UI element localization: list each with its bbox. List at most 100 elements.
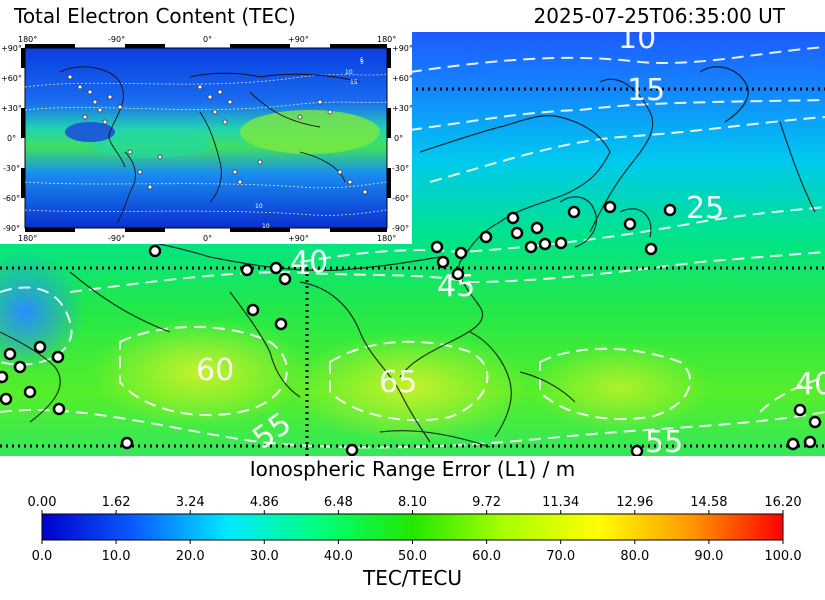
map-title: Total Electron Content (TEC)	[14, 4, 296, 28]
station-marker	[603, 200, 617, 214]
contour-label: 55	[645, 425, 683, 456]
station-marker	[623, 217, 637, 231]
inset-top-tick-label: 0°	[203, 35, 212, 44]
station-marker	[430, 240, 444, 254]
contour-label: 10	[618, 32, 656, 56]
station-marker	[808, 415, 822, 429]
inset-border-tick	[230, 228, 290, 232]
inset-right-tick-label: +90°	[392, 44, 413, 53]
inset-station-dot	[337, 169, 343, 175]
station-marker	[13, 360, 27, 374]
inset-right-tick-label: -90°	[392, 224, 409, 233]
inset-border-tick	[330, 44, 387, 48]
inset-left-tick-label: 0°	[7, 134, 16, 143]
inset-top-tick-label: +90°	[288, 35, 309, 44]
inset-station-markers	[67, 74, 368, 195]
inset-station-dot	[212, 109, 218, 115]
station-marker	[274, 317, 288, 331]
inset-station-dot	[107, 94, 113, 100]
inset-bottom-tick-label: -90°	[108, 234, 125, 243]
range-error-title: Ionospheric Range Error (L1) / m	[249, 457, 576, 481]
contour-label: 65	[379, 365, 417, 400]
inset-station-dot	[232, 169, 238, 175]
inset-station-dot	[237, 179, 243, 185]
range-error-tick-label: 8.10	[398, 495, 427, 510]
tec-tick-label: 40.0	[324, 549, 353, 564]
inset-bottom-tick-label: 180°	[377, 234, 396, 243]
station-marker	[510, 226, 524, 240]
inset-station-dot	[147, 184, 153, 190]
inset-border-tick	[21, 168, 25, 198]
station-marker	[786, 437, 800, 451]
range-error-tick-label: 6.48	[324, 495, 353, 510]
inset-station-dot	[347, 179, 353, 185]
contour-label: 15	[627, 73, 665, 108]
station-marker	[538, 237, 552, 251]
inset-top-tick-label: 180°	[377, 35, 396, 44]
inset-station-dot	[222, 119, 228, 125]
inset-contour-label: 5	[360, 59, 364, 66]
station-marker	[644, 242, 658, 256]
station-marker	[793, 403, 807, 417]
contour-label: 40	[290, 245, 328, 280]
inset-border-tick	[330, 228, 387, 232]
inset-station-dot	[117, 104, 123, 110]
inset-station-dot	[67, 74, 73, 80]
inset-contour-label: 5	[360, 57, 364, 64]
inset-bottom-tick-label: 0°	[203, 234, 212, 243]
contour-label: 40	[795, 367, 825, 402]
contour-label: 60	[196, 353, 234, 388]
inset-border-tick	[25, 44, 75, 48]
inset-left-tick-label: -30°	[3, 164, 20, 173]
inset-station-dot	[97, 107, 103, 113]
range-error-tick-label: 9.72	[472, 495, 501, 510]
inset-station-dot	[317, 99, 323, 105]
contour-label: 25	[686, 191, 724, 226]
station-marker	[33, 340, 47, 354]
inset-top-tick-label: 180°	[18, 35, 37, 44]
station-marker	[567, 205, 581, 219]
tec-tick-label: 50.0	[398, 549, 427, 564]
inset-station-dot	[157, 154, 163, 160]
inset-contour-label: 10	[345, 69, 353, 76]
inset-right-tick-label: 0°	[394, 134, 403, 143]
station-marker	[663, 203, 677, 217]
inset-station-dot	[82, 114, 88, 120]
grid-lines	[0, 87, 825, 456]
inset-station-dot	[92, 99, 98, 105]
inset-border-tick	[387, 108, 391, 138]
inset-left-tick-label: -90°	[3, 224, 20, 233]
inset-bottom-tick-label: 180°	[18, 234, 37, 243]
inset-hot-region	[90, 130, 210, 158]
inset-station-dot	[257, 159, 263, 165]
inset-left-tick-label: -60°	[3, 194, 20, 203]
inset-left-tick-label: +60°	[1, 74, 22, 83]
station-marker	[454, 246, 468, 260]
contour-lines	[0, 46, 825, 449]
inset-border-tick	[125, 44, 165, 48]
range-error-tick-label: 12.96	[616, 495, 653, 510]
tec-axis-label: TEC/TECU	[362, 566, 462, 590]
tec-tick-label: 70.0	[546, 549, 575, 564]
station-markers	[0, 200, 822, 456]
range-error-tick-label: 3.24	[176, 495, 205, 510]
station-marker	[148, 244, 162, 258]
inset-right-tick-label: +60°	[392, 74, 413, 83]
inset-right-tick-label: -30°	[392, 164, 409, 173]
station-marker	[3, 347, 17, 361]
inset-station-dot	[77, 84, 83, 90]
station-marker	[0, 392, 13, 406]
inset-station-dot	[127, 149, 133, 155]
timestamp: 2025-07-25T06:35:00 UT	[533, 4, 785, 28]
inset-station-dot	[227, 99, 233, 105]
tec-map: 10 15 25 40 45 60 65 55 40 55	[0, 32, 825, 456]
station-marker	[23, 385, 37, 399]
inset-right-tick-label: -60°	[392, 194, 409, 203]
inset-station-dot	[87, 89, 93, 95]
inset-bottom-tick-label: +90°	[288, 234, 309, 243]
inset-hot-region	[240, 110, 380, 154]
hot-patch-3	[530, 342, 710, 432]
range-error-tick-label: 4.86	[250, 495, 279, 510]
station-marker	[345, 443, 359, 456]
hot-patch-1	[90, 317, 310, 427]
